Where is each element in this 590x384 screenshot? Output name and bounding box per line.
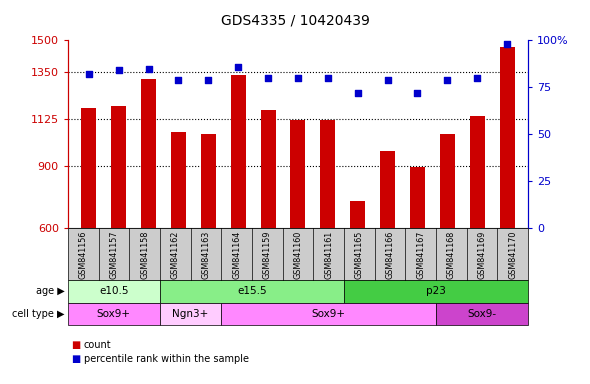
Point (173, 77, 183, 83)
Bar (410, 167, 425, 228)
Bar (141, 79, 156, 228)
Text: GSM841167: GSM841167 (416, 230, 425, 278)
Text: ■: ■ (71, 354, 80, 364)
Point (323, 75, 333, 81)
Text: GSM841164: GSM841164 (232, 230, 241, 278)
Point (263, 75, 273, 81)
Text: e10.5: e10.5 (99, 286, 129, 296)
Text: age ▶: age ▶ (36, 286, 65, 296)
Text: Sox9+: Sox9+ (312, 309, 346, 319)
Bar (320, 120, 335, 228)
Text: count: count (84, 340, 112, 350)
Text: GSM841157: GSM841157 (109, 230, 119, 279)
Bar (470, 116, 485, 228)
Text: GSM841168: GSM841168 (447, 230, 456, 278)
Point (413, 90, 422, 96)
Bar (380, 151, 395, 228)
Text: ■: ■ (71, 340, 80, 350)
Bar (201, 134, 216, 228)
Point (442, 77, 452, 83)
Bar (500, 46, 514, 228)
Text: GSM841162: GSM841162 (171, 230, 180, 278)
Point (234, 64, 243, 70)
Text: Ngn3+: Ngn3+ (172, 309, 209, 319)
Bar (111, 106, 126, 228)
Point (503, 41, 512, 47)
Text: Sox9-: Sox9- (467, 309, 497, 319)
Point (84, 71, 93, 77)
Point (383, 77, 392, 83)
Point (293, 75, 303, 81)
Text: GDS4335 / 10420439: GDS4335 / 10420439 (221, 13, 369, 27)
Bar (231, 75, 245, 228)
Text: cell type ▶: cell type ▶ (12, 309, 65, 319)
Text: GSM841169: GSM841169 (477, 230, 487, 278)
Point (473, 75, 482, 81)
Text: GSM841170: GSM841170 (508, 230, 517, 278)
Text: e15.5: e15.5 (237, 286, 267, 296)
Text: p23: p23 (426, 286, 446, 296)
Text: GSM841163: GSM841163 (201, 230, 211, 278)
Bar (261, 110, 276, 228)
Text: GSM841165: GSM841165 (355, 230, 364, 278)
Text: percentile rank within the sample: percentile rank within the sample (84, 354, 249, 364)
Text: GSM841156: GSM841156 (78, 230, 88, 278)
Bar (350, 201, 365, 228)
Bar (290, 120, 306, 228)
Text: GSM841159: GSM841159 (263, 230, 272, 279)
Text: GSM841161: GSM841161 (324, 230, 333, 278)
Point (204, 77, 213, 83)
Bar (440, 134, 455, 228)
Bar (171, 132, 186, 228)
Text: Sox9+: Sox9+ (97, 309, 131, 319)
Text: GSM841160: GSM841160 (293, 230, 303, 278)
Bar (81, 108, 96, 228)
Point (144, 65, 153, 71)
Point (353, 90, 362, 96)
Point (114, 67, 123, 73)
Text: GSM841166: GSM841166 (385, 230, 395, 278)
Text: GSM841158: GSM841158 (140, 230, 149, 278)
